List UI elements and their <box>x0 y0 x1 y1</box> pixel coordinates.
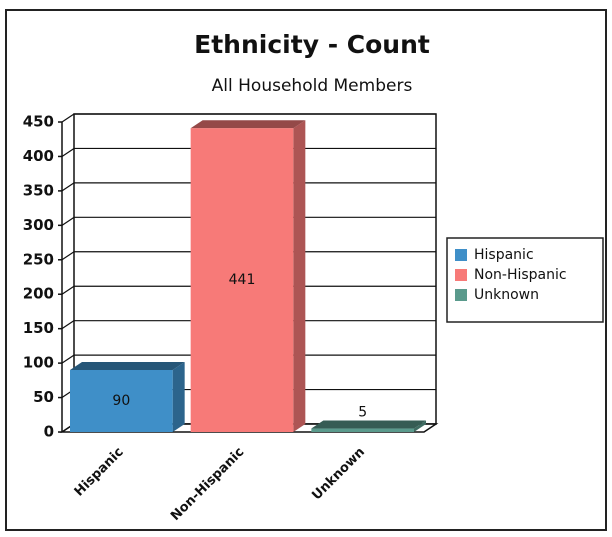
legend-swatch <box>455 249 467 261</box>
chart-title: Ethnicity - Count <box>194 30 430 59</box>
bar <box>311 428 414 432</box>
y-tick-label: 150 <box>23 319 54 337</box>
legend-swatch <box>455 269 467 281</box>
grid-line <box>61 216 75 226</box>
grid-line <box>61 251 75 261</box>
grid-line <box>61 320 75 330</box>
bar-top <box>190 120 306 129</box>
data-label: 441 <box>229 272 256 288</box>
y-tick-label: 0 <box>44 423 54 441</box>
legend-label: Hispanic <box>474 247 534 263</box>
bar-top <box>70 362 185 370</box>
y-tick-label: 300 <box>23 216 54 234</box>
bar-side <box>172 362 185 432</box>
y-tick-label: 200 <box>23 285 54 303</box>
legend-label: Non-Hispanic <box>474 267 567 283</box>
grid-line <box>61 113 75 123</box>
y-tick-label: 50 <box>33 388 54 406</box>
grid-line <box>61 354 75 364</box>
grid-line <box>61 182 75 192</box>
y-tick-label: 450 <box>23 113 54 131</box>
bar-top <box>311 420 426 429</box>
grid-line <box>61 147 75 157</box>
y-tick-label: 100 <box>23 354 54 372</box>
bar <box>70 370 173 432</box>
y-tick-label: 350 <box>23 181 54 199</box>
data-label: 90 <box>112 393 130 409</box>
chart-subtitle: All Household Members <box>212 76 413 96</box>
grid-line <box>61 285 75 295</box>
legend-swatch <box>455 289 467 301</box>
y-tick-label: 400 <box>23 147 54 165</box>
bar <box>190 128 294 432</box>
legend-label: Unknown <box>474 287 539 303</box>
bar-side <box>414 420 426 432</box>
data-label: 5 <box>358 405 367 421</box>
legend-box <box>446 237 604 323</box>
y-tick-label: 250 <box>23 250 54 268</box>
bar-side <box>293 120 306 432</box>
